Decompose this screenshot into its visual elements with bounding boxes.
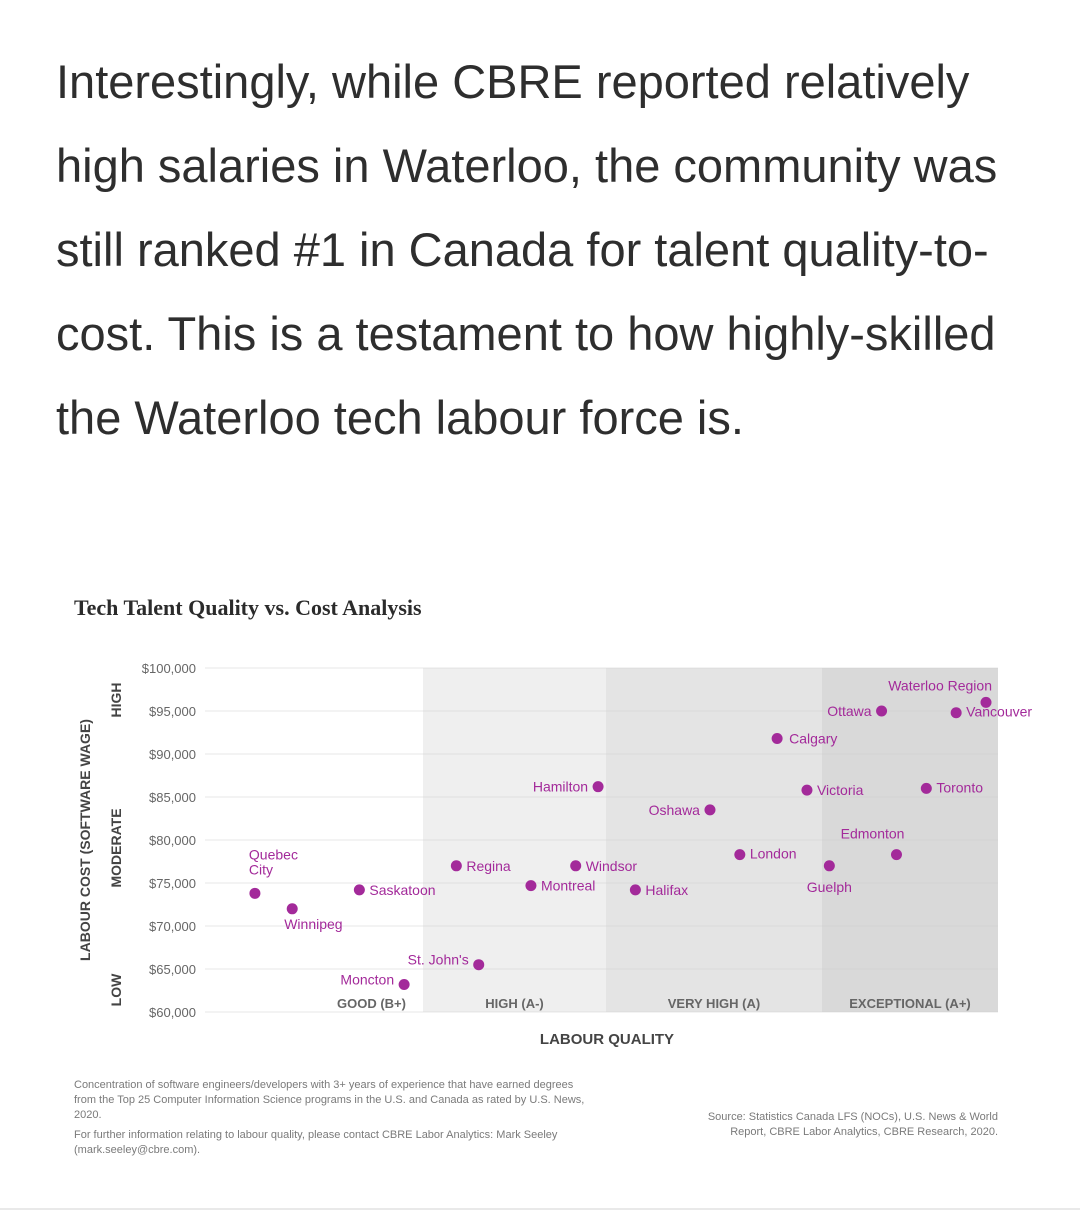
footnote-source: Source: Statistics Canada LFS (NOCs), U.… xyxy=(707,1111,998,1138)
data-point xyxy=(249,887,261,899)
article-paragraph: Interestingly, while CBRE reported relat… xyxy=(56,55,998,444)
point-label: Guelph xyxy=(807,879,852,895)
y-tier-label: LOW xyxy=(108,973,124,1006)
footnote-contact: For further information relating to labo… xyxy=(74,1129,558,1156)
point-label: Windsor xyxy=(586,858,638,874)
data-point xyxy=(890,849,902,861)
data-point xyxy=(771,733,783,745)
y-tick-label: $100,000 xyxy=(142,661,196,676)
data-point xyxy=(592,781,604,793)
point-label: Winnipeg xyxy=(284,916,342,932)
point-label: Saskatoon xyxy=(369,882,435,898)
y-tick-label: $65,000 xyxy=(149,962,196,977)
point-label: Hamilton xyxy=(533,779,588,795)
point-label: Oshawa xyxy=(649,802,701,818)
data-point xyxy=(286,903,298,915)
data-point xyxy=(398,978,410,990)
data-point xyxy=(570,860,582,872)
point-label: London xyxy=(750,846,797,862)
y-tick-label: $95,000 xyxy=(149,704,196,719)
y-tick-label: $75,000 xyxy=(149,876,196,891)
data-point xyxy=(450,860,462,872)
point-label: Toronto xyxy=(936,779,983,795)
point-label: Regina xyxy=(466,858,511,874)
data-point xyxy=(629,884,641,896)
data-point xyxy=(950,707,962,719)
point-label: Moncton xyxy=(340,971,394,987)
chart-figure: $60,000 $65,000 $70,000 $75,000 $80,000 $85,0… xyxy=(0,570,1080,1170)
data-point xyxy=(473,959,485,971)
data-point xyxy=(980,696,992,708)
point-label: St. John's xyxy=(408,952,469,968)
point-label: Quebec City xyxy=(249,846,298,877)
data-point xyxy=(525,880,537,892)
x-category-label: EXCEPTIONAL (A+) xyxy=(849,996,970,1011)
point-label: Ottawa xyxy=(827,703,872,719)
data-point xyxy=(876,705,888,717)
bottom-divider xyxy=(0,1208,1080,1210)
point-label: Victoria xyxy=(817,782,864,798)
scatter-chart: $60,000 $65,000 $70,000 $75,000 $80,000 $85,0… xyxy=(77,661,1032,1048)
chart-title: Tech Talent Quality vs. Cost Analysis xyxy=(74,595,422,620)
data-point xyxy=(823,860,835,872)
point-label: Calgary xyxy=(789,731,837,747)
x-category-label: VERY HIGH (A) xyxy=(668,996,760,1011)
data-point xyxy=(734,849,746,861)
point-label: Montreal xyxy=(541,878,595,894)
point-label: Halifax xyxy=(645,882,688,898)
x-category-label: GOOD (B+) xyxy=(337,996,406,1011)
x-axis-label: LABOUR QUALITY xyxy=(540,1031,674,1048)
data-point xyxy=(920,782,932,794)
x-category-label: HIGH (A-) xyxy=(485,996,544,1011)
data-point xyxy=(801,784,813,796)
y-tier-label: HIGH xyxy=(108,683,124,718)
y-tier-label: MODERATE xyxy=(108,808,124,887)
y-tick-label: $70,000 xyxy=(149,919,196,934)
data-point xyxy=(704,804,716,816)
point-label: Edmonton xyxy=(841,826,905,842)
footnote-definition: Concentration of software engineers/deve… xyxy=(74,1079,585,1121)
y-tick-label: $85,000 xyxy=(149,790,196,805)
y-axis-label: LABOUR COST (SOFTWARE WAGE) xyxy=(77,719,93,961)
data-point xyxy=(353,884,365,896)
point-label: Vancouver xyxy=(966,704,1032,720)
y-tick-label: $90,000 xyxy=(149,747,196,762)
point-label: Waterloo Region xyxy=(888,677,992,693)
y-tick-label: $80,000 xyxy=(149,833,196,848)
y-tick-label: $60,000 xyxy=(149,1005,196,1020)
